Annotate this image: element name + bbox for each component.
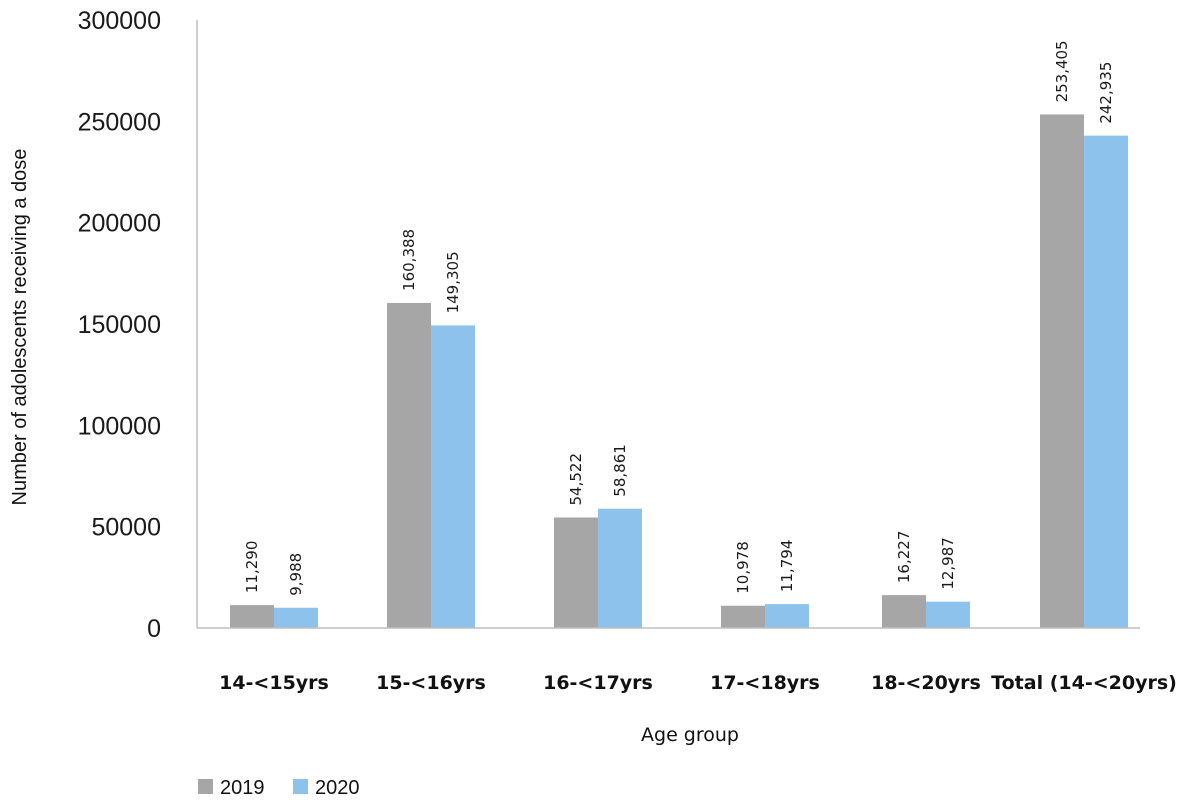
bar-2020-1 (431, 325, 475, 628)
bar-2019-0 (230, 605, 274, 628)
data-label-2019-5: 253,405 (1053, 40, 1071, 102)
y-axis-title: Number of adolescents receiving a dose (9, 149, 31, 506)
data-labels: 11,290 160,388 54,522 10,978 16,227 253,405 9,… (243, 40, 1115, 595)
legend-label-2020: 2020 (315, 777, 360, 799)
data-label-2019-2: 54,522 (567, 453, 585, 506)
data-label-2019-1: 160,388 (400, 229, 418, 291)
bar-2019-4 (882, 595, 926, 628)
x-tick-label: 17-<18yrs (710, 672, 820, 694)
y-tick-label: 0 (147, 615, 161, 643)
data-label-2020-3: 11,794 (778, 540, 796, 593)
y-tick-label: 150000 (78, 311, 161, 339)
legend-swatch-2020 (293, 779, 308, 794)
data-label-2019-3: 10,978 (734, 541, 752, 594)
bars (230, 114, 1128, 628)
data-label-2020-5: 242,935 (1097, 62, 1115, 124)
bar-2020-4 (926, 601, 970, 628)
x-axis-title: Age group (641, 724, 739, 746)
bar-2019-2 (554, 517, 598, 628)
y-tick-label: 200000 (78, 210, 161, 238)
x-tick-label: 16-<17yrs (543, 672, 653, 694)
data-label-2019-0: 11,290 (243, 541, 261, 594)
bar-2019-5 (1040, 114, 1084, 628)
legend: 2019 2020 (198, 777, 360, 799)
x-tick-label: 14-<15yrs (219, 672, 329, 694)
x-tick-label: 18-<20yrs (871, 672, 981, 694)
data-label-2019-4: 16,227 (895, 531, 913, 584)
legend-swatch-2019 (198, 779, 213, 794)
y-axis-ticks: 0 50000 100000 150000 200000 250000 300000 (78, 7, 161, 643)
data-label-2020-4: 12,987 (939, 537, 957, 590)
y-tick-label: 250000 (78, 108, 161, 136)
y-tick-label: 50000 (91, 514, 161, 542)
bar-2020-0 (274, 607, 318, 628)
y-tick-label: 300000 (78, 7, 161, 35)
data-label-2020-2: 58,861 (611, 444, 629, 497)
x-tick-label: 15-<16yrs (376, 672, 486, 694)
bar-2020-3 (765, 604, 809, 628)
data-label-2020-1: 149,305 (444, 251, 462, 313)
legend-label-2019: 2019 (220, 777, 265, 799)
x-tick-label: Total (14-<20yrs) (991, 672, 1177, 694)
y-tick-label: 100000 (78, 412, 161, 440)
x-axis-ticks: 14-<15yrs 15-<16yrs 16-<17yrs 17-<18yrs 18-<… (219, 672, 1177, 694)
bar-2019-1 (387, 302, 431, 628)
bar-2019-3 (721, 605, 765, 628)
bar-2020-2 (598, 508, 642, 628)
data-label-2020-0: 9,988 (287, 553, 305, 596)
bar-2020-5 (1084, 135, 1128, 628)
